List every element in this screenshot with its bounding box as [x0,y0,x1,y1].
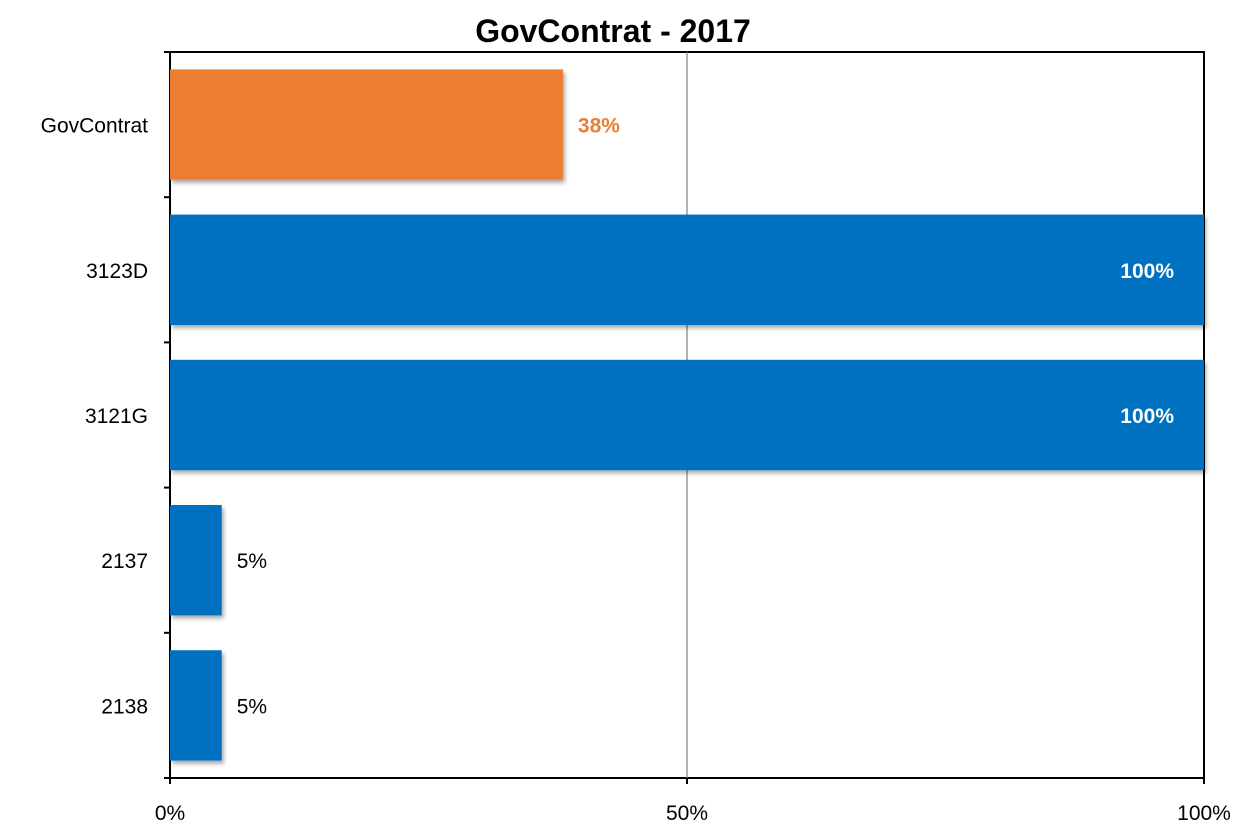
data-label: 100% [1120,260,1174,283]
bar-4 [170,650,222,761]
category-label: 2138 [101,695,148,718]
category-label: 3123D [86,260,148,283]
bar-0 [170,69,563,180]
bar-2 [170,359,1204,471]
data-label: 5% [237,695,267,718]
bar-1 [170,214,1204,325]
x-tick-label: 100% [1177,802,1231,825]
category-label: 2137 [101,550,148,573]
bar-3 [170,505,222,616]
category-label: GovContrat [41,115,149,138]
data-label: 38% [578,115,620,138]
x-tick-label: 0% [155,802,185,825]
chart-title: GovContrat - 2017 [475,13,751,49]
x-tick-label: 50% [666,802,708,825]
data-label: 5% [237,550,267,573]
data-label: 100% [1120,405,1174,428]
category-label: 3121G [85,405,148,428]
